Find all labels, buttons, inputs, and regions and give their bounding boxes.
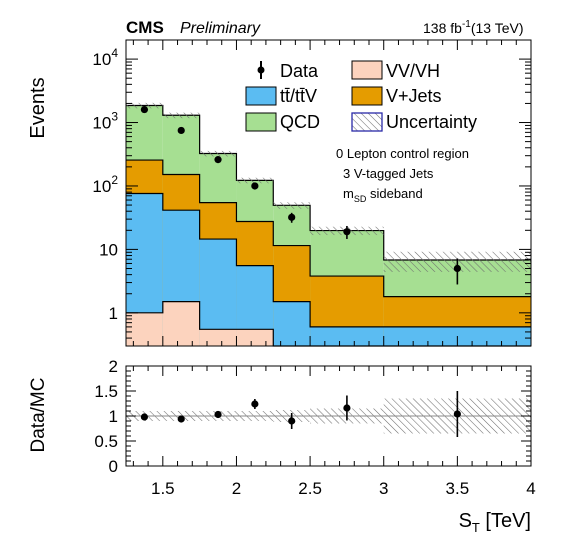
legend-qcd-label: QCD [280,112,320,132]
ratio-point-6 [453,410,461,418]
vtag-label: 3 V-tagged Jets [343,166,434,181]
data-point-4 [288,213,296,221]
legend-qcd-swatch [245,112,277,132]
uncertainty-bin-4 [273,202,311,209]
legend-data-marker [257,66,265,74]
y-tick-label-3: 103 [92,110,118,133]
legend-qcd: QCD [245,112,320,132]
legend-tt: tt̄/tt̄V [245,86,317,106]
x-tick-label-1: 2 [232,479,241,498]
y-tick-label-4: 104 [92,46,118,69]
uncertainty-bin-3 [236,177,274,184]
x-tick-label-5: 4 [526,479,535,498]
ratio-y-axis-label: Data/MC [28,378,49,453]
data-point-5 [343,228,351,236]
x-tick-label-4: 3.5 [446,479,470,498]
x-tick-label-3: 3 [379,479,388,498]
x-tick-label-2: 2.5 [298,479,322,498]
lumi-label: 138 fb-1(13 TeV) [423,19,524,36]
ratio-y-tick-label-2: 1 [109,407,118,426]
ratio-point-3 [251,400,259,408]
y-tick-label-1: 10 [99,240,118,259]
x-axis-label: ST [TeV] [459,510,531,535]
y-tick-label-2: 102 [92,173,118,196]
stack-vv-bin-2 [199,329,237,346]
legend-vjets: V+Jets [351,86,442,106]
uncertainty-bin-1 [162,112,200,119]
region-label: 0 Lepton control region [336,146,469,161]
legend-data-label: Data [280,61,319,81]
ratio-panel: 0 0.5 1 1.5 2 1.5 2 2.5 3 3.5 4 [94,357,535,498]
data-point-6 [453,264,461,273]
legend: Data tt̄/tt̄V QCD VV/VH V+Jets Uncertain… [245,60,477,132]
cms-label: CMS [126,18,164,37]
data-point-2 [214,156,222,164]
data-layer [140,105,461,285]
data-point-1 [177,126,185,135]
stack-vjets-outline [126,159,531,298]
ratio-point-1 [177,415,185,423]
main-panel: 1 10 102 103 104 [92,39,532,347]
legend-unc-swatch [351,112,383,132]
preliminary-label: Preliminary [180,20,261,37]
stack-tt-outline [126,192,531,328]
ratio-data-layer [140,391,461,437]
ratio-point-5 [343,404,351,412]
legend-vv: VV/VH [351,60,440,81]
ratio-y-tick-label-4: 2 [109,357,118,376]
stack-tt-bin-2 [199,239,237,346]
ratio-y-tick-label-1: 0.5 [94,432,118,451]
legend-vv-swatch [351,60,383,80]
ratio-y-tick-label-3: 1.5 [94,382,118,401]
legend-tt-swatch [245,86,277,106]
x-tick-label-0: 1.5 [151,479,175,498]
uncertainty-bin-0 [126,102,163,109]
ratio-y-tick-label-0: 0 [109,457,118,476]
ratio-ticks: 0 0.5 1 1.5 2 1.5 2 2.5 3 3.5 4 [94,357,535,498]
stack-vv-bin-3 [236,329,274,346]
stack-vv-bin-0 [126,312,163,346]
legend-tt-label: tt̄/tt̄V [280,86,317,106]
ratio-point-4 [288,417,296,425]
main-ticks: 1 10 102 103 104 [92,39,532,347]
stack-vv-bin-1 [162,301,200,346]
legend-vv-label: VV/VH [386,61,440,81]
uncertainty-bin-2 [199,150,237,157]
stack-tt-bin-5 [310,326,384,346]
legend-unc-label: Uncertainty [386,112,477,132]
ratio-point-2 [214,410,222,419]
stack-tt-bin-4 [273,301,311,346]
data-point-0 [140,105,149,114]
ratio-point-0 [140,413,149,421]
legend-data: Data [257,61,319,81]
y-tick-label-0: 1 [109,304,118,323]
legend-vjets-swatch [351,86,383,106]
legend-vjets-label: V+Jets [386,86,442,106]
data-point-3 [251,182,259,190]
y-axis-label: Events [27,77,49,138]
msd-label: mSD sideband [343,186,423,204]
main-frame [125,39,532,347]
legend-unc: Uncertainty [351,112,477,132]
